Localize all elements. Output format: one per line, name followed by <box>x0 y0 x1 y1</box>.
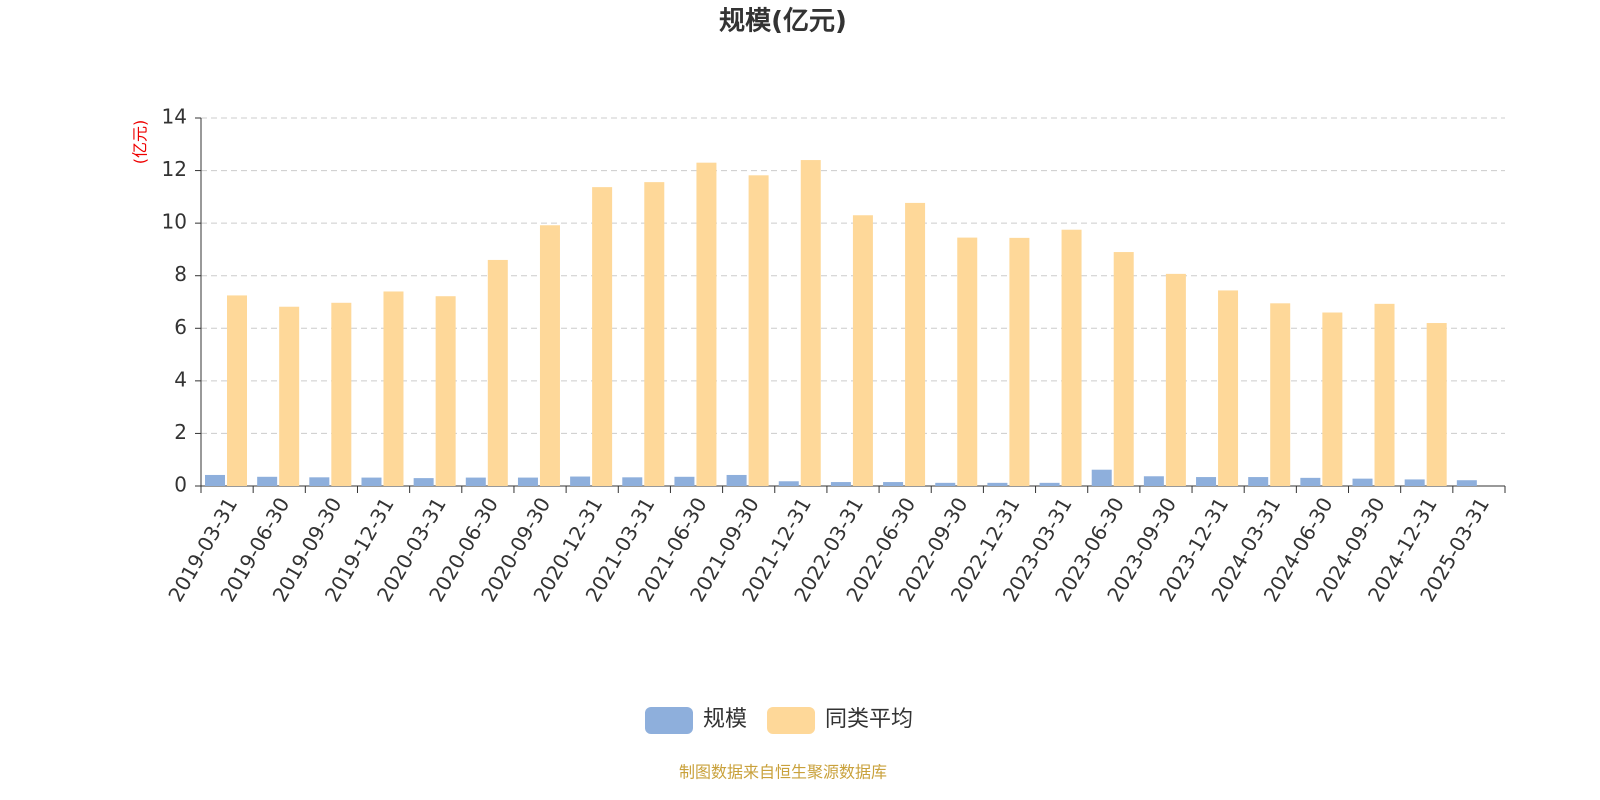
legend-label: 同类平均 <box>825 707 913 732</box>
bar <box>726 474 747 486</box>
bar <box>748 175 769 486</box>
bar <box>935 482 956 486</box>
bar <box>644 182 665 486</box>
y-axis-label: (亿元) <box>131 120 150 165</box>
bar <box>539 225 560 486</box>
bar <box>778 481 799 486</box>
legend-label: 规模 <box>703 707 747 732</box>
bar <box>435 296 456 486</box>
bar <box>622 477 643 486</box>
bar <box>1248 477 1269 486</box>
y-tick-label: 10 <box>162 210 187 234</box>
y-tick-label: 2 <box>174 420 187 444</box>
bar <box>696 162 717 486</box>
bar <box>383 291 404 486</box>
bar <box>227 295 247 486</box>
bar <box>1374 303 1395 486</box>
bar <box>957 237 978 486</box>
bar <box>205 474 225 486</box>
bar <box>830 482 851 486</box>
bar <box>800 160 821 487</box>
bar <box>1113 252 1134 486</box>
bar <box>1165 273 1186 486</box>
bar <box>487 259 508 486</box>
bar <box>1300 477 1321 486</box>
bar <box>331 302 352 486</box>
bar <box>852 215 873 486</box>
bar <box>1218 290 1239 486</box>
y-tick-label: 14 <box>162 105 187 129</box>
bar <box>1009 237 1030 486</box>
bar <box>413 478 434 486</box>
bar <box>257 476 278 486</box>
bar <box>1143 476 1164 486</box>
bar <box>1456 480 1477 486</box>
bar <box>309 477 330 486</box>
legend-swatch <box>767 707 816 734</box>
bar <box>1426 323 1447 486</box>
bar <box>1091 469 1112 486</box>
y-tick-label: 8 <box>174 262 187 286</box>
chart-title: 规模(亿元) <box>719 7 847 37</box>
bar <box>1039 482 1060 486</box>
bar <box>1270 303 1291 486</box>
bar <box>1404 479 1425 486</box>
bar <box>592 187 613 487</box>
source-note: 制图数据来自恒生聚源数据库 <box>679 763 887 782</box>
y-tick-label: 12 <box>162 157 187 181</box>
bar <box>1352 478 1373 486</box>
bar <box>279 306 300 486</box>
bar <box>1322 312 1343 486</box>
bar <box>517 477 538 486</box>
bar <box>570 476 591 486</box>
bar <box>905 202 926 486</box>
bar <box>361 477 382 486</box>
y-tick-label: 0 <box>174 473 187 497</box>
bar <box>1196 477 1217 486</box>
legend-swatch <box>645 707 693 734</box>
bar <box>465 477 486 486</box>
bar <box>1061 229 1082 486</box>
bar <box>674 476 695 486</box>
bar <box>987 482 1008 486</box>
y-tick-label: 4 <box>174 367 187 391</box>
y-tick-label: 6 <box>174 315 187 339</box>
bar <box>883 482 904 486</box>
